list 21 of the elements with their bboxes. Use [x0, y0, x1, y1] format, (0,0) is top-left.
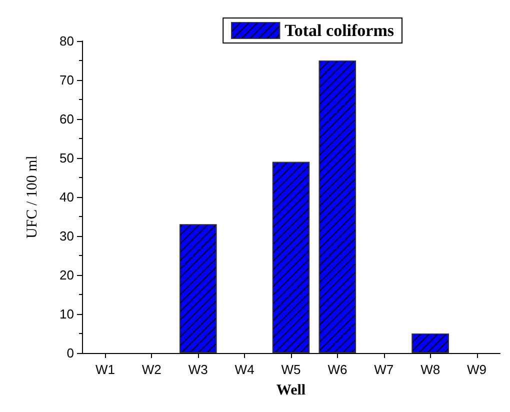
- y-tick-label: 60: [60, 112, 74, 126]
- y-tick-label: 10: [60, 306, 74, 322]
- y-tick-label: 50: [60, 150, 74, 166]
- y-tick-label: 40: [60, 190, 74, 204]
- x-tick-label: W8: [420, 362, 440, 377]
- x-tick-label: W5: [281, 362, 301, 377]
- x-tick-label: W6: [328, 362, 348, 377]
- x-tick-label: W3: [188, 362, 208, 377]
- x-tick-label: W1: [95, 362, 115, 377]
- x-tick-label: W4: [234, 362, 254, 377]
- y-axis-title: UFC / 100 ml: [24, 156, 40, 238]
- legend-label: Total coliforms: [284, 21, 394, 40]
- y-tick-label: 30: [60, 228, 74, 244]
- x-axis-title: Well: [276, 382, 306, 398]
- x-tick-label: W9: [467, 362, 487, 377]
- y-tick-label: 80: [60, 34, 74, 48]
- x-tick-label: W2: [142, 362, 162, 377]
- y-tick-label: 20: [60, 268, 74, 282]
- y-tick-label: 70: [60, 72, 74, 88]
- y-tick-label: 0: [66, 346, 74, 360]
- x-tick-label: W7: [374, 362, 394, 377]
